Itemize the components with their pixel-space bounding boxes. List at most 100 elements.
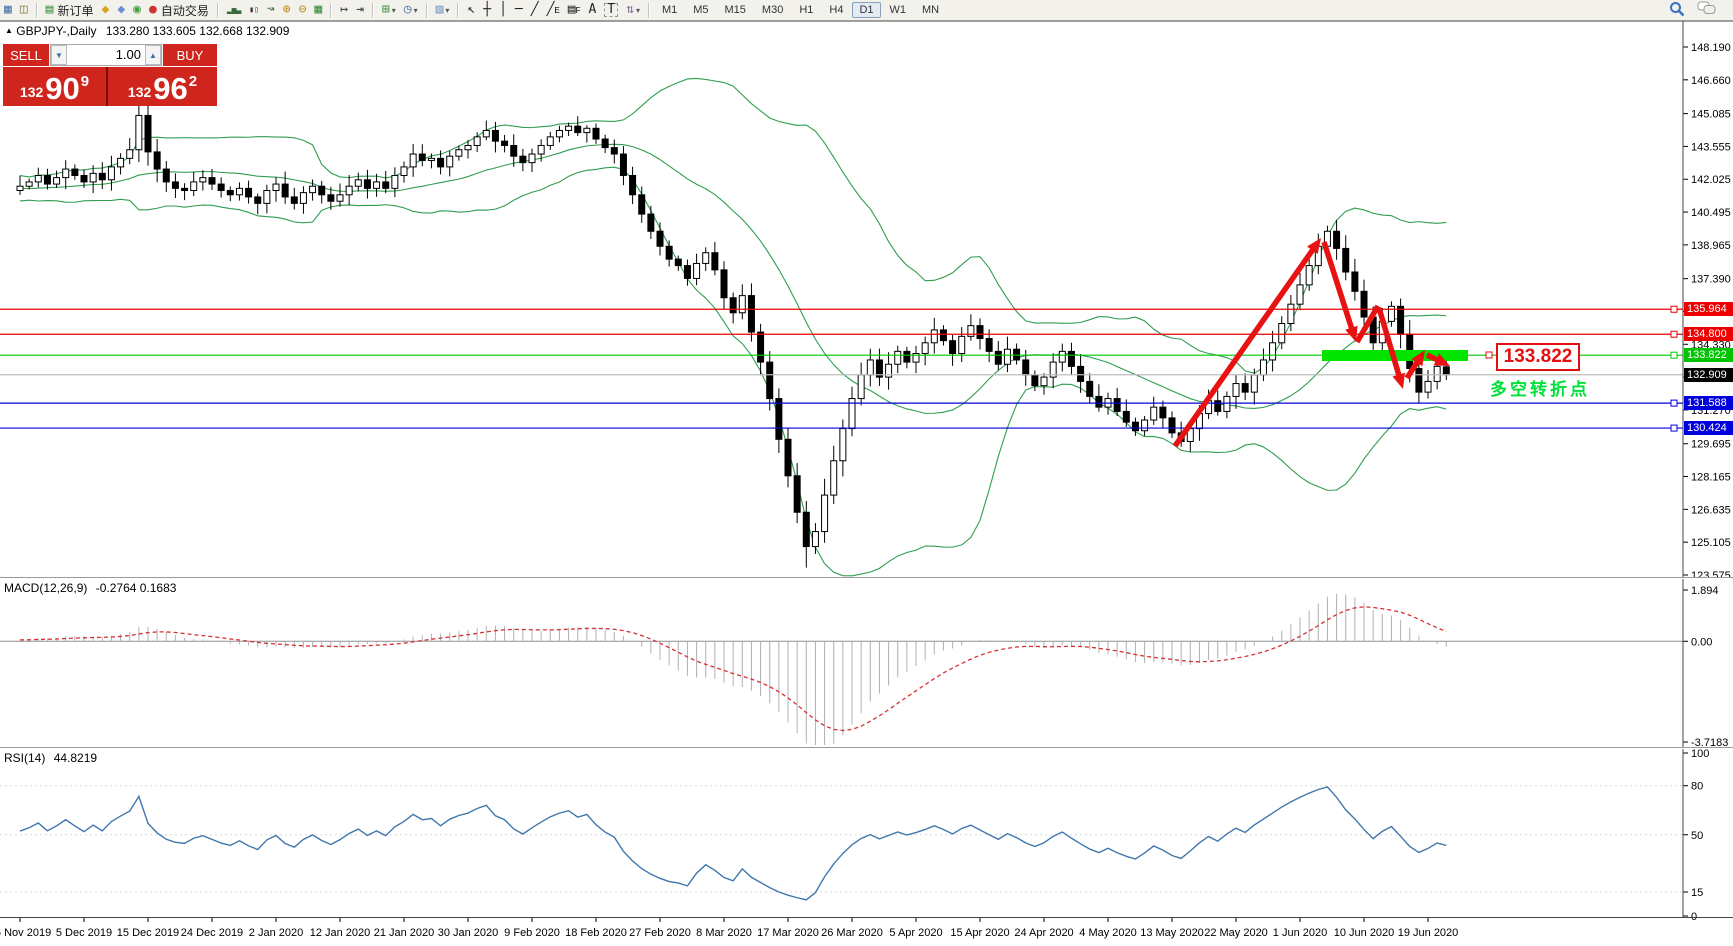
candle bbox=[1013, 348, 1021, 361]
timeframe-m1-button[interactable]: M1 bbox=[661, 4, 678, 16]
zoom-in-icon[interactable]: ⊕ bbox=[280, 1, 294, 19]
candle bbox=[363, 179, 371, 189]
volume-decrease-button[interactable]: ▼ bbox=[51, 45, 67, 65]
candle bbox=[976, 325, 984, 340]
timeframe-d1-button[interactable]: D1 bbox=[852, 2, 881, 18]
timeframe-h1-button[interactable]: H1 bbox=[799, 4, 814, 16]
candle bbox=[299, 192, 307, 204]
fibonacci-icon[interactable]: ▤ F bbox=[567, 2, 581, 17]
candle bbox=[857, 374, 865, 400]
chart-preview-icon[interactable]: ◫ bbox=[17, 1, 31, 19]
auto-scroll-icon[interactable]: ↦ bbox=[337, 1, 351, 19]
macd-pane bbox=[0, 593, 1683, 745]
crosshair-icon[interactable]: ┼ bbox=[480, 1, 494, 19]
timeframe-m5-button[interactable]: M5 bbox=[693, 4, 709, 16]
line-chart-icon[interactable]: ↝ bbox=[264, 1, 278, 19]
candle bbox=[1031, 374, 1039, 387]
toolbar-separator bbox=[35, 2, 38, 18]
templates-button: ▨ bbox=[435, 2, 444, 17]
candle bbox=[1305, 265, 1313, 286]
vertical-line-icon: │ bbox=[499, 2, 507, 17]
candle bbox=[117, 157, 125, 168]
candle bbox=[1113, 398, 1121, 412]
toolbar-separator bbox=[457, 2, 460, 18]
timeframe-w1-button[interactable]: W1 bbox=[889, 4, 907, 16]
candle bbox=[1095, 395, 1103, 408]
candle bbox=[144, 114, 152, 153]
buy-button[interactable]: BUY bbox=[162, 44, 217, 66]
sell-button[interactable]: SELL bbox=[3, 44, 50, 66]
candle bbox=[702, 252, 710, 264]
chat-icon[interactable] bbox=[1697, 1, 1717, 19]
candle bbox=[226, 190, 234, 196]
chart-shift-icon[interactable]: ⇥ bbox=[353, 1, 367, 19]
tile-windows-icon[interactable]: ▦ bbox=[311, 1, 325, 19]
rsi-line bbox=[19, 786, 1447, 901]
timeframe-m30-button[interactable]: M30 bbox=[761, 4, 784, 16]
toolbar: ▦ ◫ ▤ 新订单 ◆ ◆ ◉ ● 自动交易 ▂▅▃ ▮▯ ↝ ⊕ ⊖ ▦ ↦ ⇥ ⊞ ▾ ◷ ▾ ▨ ▾ ↖ ┼ │ ─ ╱ ╱ E ▤ F… bbox=[0, 0, 1733, 21]
chart-window-icon[interactable]: ▦ bbox=[1, 1, 15, 19]
candle bbox=[930, 329, 938, 344]
candle bbox=[647, 213, 655, 232]
svg-text:26 Nov 2019: 26 Nov 2019 bbox=[0, 927, 51, 939]
signals-icon: ◉ bbox=[133, 2, 141, 17]
signals-icon[interactable]: ◉ bbox=[130, 1, 144, 19]
toolbar-separator bbox=[330, 2, 333, 18]
chart-marker-icon: ▲ bbox=[5, 26, 13, 35]
horizontal-line-icon[interactable]: ─ bbox=[512, 1, 526, 19]
zoom-in-icon: ⊕ bbox=[282, 2, 291, 17]
price-label-133822[interactable]: 133.822 bbox=[1496, 343, 1580, 371]
zoom-out-icon[interactable]: ⊖ bbox=[296, 1, 310, 19]
svg-text:0.00: 0.00 bbox=[1691, 636, 1712, 648]
timeframe-m15-button[interactable]: M15 bbox=[724, 4, 746, 16]
trendline-icon[interactable]: ╱ bbox=[528, 1, 542, 19]
toolbar-right bbox=[1669, 1, 1733, 20]
cursor-icon[interactable]: ↖ bbox=[464, 1, 478, 19]
candle bbox=[1150, 406, 1158, 421]
vertical-line-icon[interactable]: │ bbox=[496, 1, 510, 19]
toolbar-separator bbox=[216, 2, 219, 18]
candle bbox=[939, 329, 947, 342]
candle bbox=[327, 194, 335, 202]
candle bbox=[482, 129, 490, 138]
timeframe-mn-button[interactable]: MN bbox=[922, 4, 940, 16]
autotrade-button[interactable]: ● 自动交易 bbox=[146, 1, 212, 19]
candle bbox=[217, 183, 225, 192]
indicators-button[interactable]: ⊞ ▾ bbox=[379, 1, 399, 19]
candle bbox=[1214, 400, 1222, 412]
sell-price-button[interactable]: 132 90 9 bbox=[3, 67, 108, 106]
rsi-pane bbox=[0, 785, 1683, 901]
text-icon[interactable]: A bbox=[585, 1, 599, 19]
svg-text:8 Mar 2020: 8 Mar 2020 bbox=[696, 927, 752, 939]
text-icon: A bbox=[588, 2, 597, 17]
ohlc-values: 133.280 133.605 132.668 132.909 bbox=[105, 24, 290, 38]
candle bbox=[107, 166, 115, 181]
line-handle bbox=[1670, 330, 1678, 338]
metaeditor-icon[interactable]: ◆ bbox=[114, 1, 128, 19]
candlestick-chart-icon[interactable]: ▮▯ bbox=[246, 1, 262, 19]
arrows-icon[interactable]: ⇅ ▾ bbox=[623, 1, 643, 19]
bar-chart-icon[interactable]: ▂▅▃ bbox=[224, 1, 244, 19]
equidistant-channel-icon[interactable]: ╱ E bbox=[546, 2, 560, 17]
volume-input[interactable]: 1.00 bbox=[67, 45, 145, 65]
volume-increase-button[interactable]: ▲ bbox=[145, 45, 161, 65]
candle bbox=[400, 166, 408, 176]
periods-button[interactable]: ◷ ▾ bbox=[401, 1, 421, 19]
svg-text:146.660: 146.660 bbox=[1691, 75, 1731, 87]
candle bbox=[153, 151, 161, 170]
candle bbox=[1022, 359, 1030, 376]
timeframe-h4-button[interactable]: H4 bbox=[829, 4, 844, 16]
candle bbox=[309, 185, 317, 194]
buy-price-button[interactable]: 132 96 2 bbox=[108, 67, 217, 106]
candle bbox=[208, 177, 216, 185]
candle bbox=[994, 350, 1002, 365]
candle bbox=[272, 183, 280, 192]
templates-button[interactable]: ▨ ▾ bbox=[433, 1, 453, 19]
search-icon[interactable] bbox=[1669, 1, 1685, 20]
new-order-button[interactable]: ▤ 新订单 bbox=[43, 1, 97, 19]
text-label-icon[interactable]: T bbox=[601, 1, 621, 19]
candle bbox=[894, 350, 902, 365]
candle bbox=[1278, 322, 1286, 344]
marketwatch-icon[interactable]: ◆ bbox=[99, 1, 113, 19]
candle bbox=[1159, 406, 1167, 419]
